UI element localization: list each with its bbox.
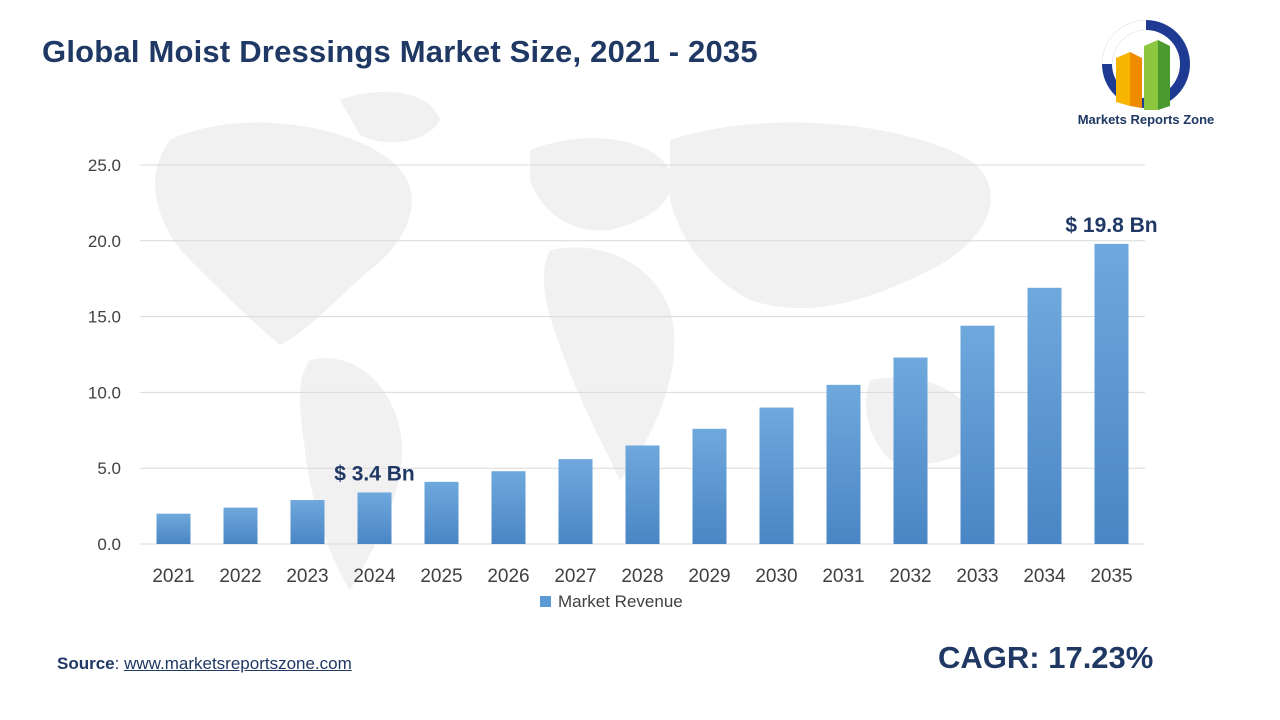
- y-tick-label: 25.0: [88, 156, 121, 175]
- x-tick-label: 2023: [286, 566, 328, 587]
- bar-2029: [692, 428, 727, 544]
- x-tick-label: 2031: [822, 566, 864, 587]
- bar-2026: [491, 471, 526, 544]
- page-title: Global Moist Dressings Market Size, 2021…: [42, 34, 758, 69]
- source-label: Source: [57, 654, 115, 673]
- bar-2021: [156, 513, 191, 544]
- logo-text: Markets Reports Zone: [1077, 112, 1215, 127]
- bar-2034: [1027, 287, 1062, 544]
- bar-2035: [1094, 243, 1129, 544]
- y-tick-label: 0.0: [97, 535, 121, 554]
- x-tick-label: 2034: [1023, 566, 1066, 587]
- source-line: Source: www.marketsreportszone.com: [57, 654, 352, 674]
- y-tick-label: 10.0: [88, 383, 121, 402]
- x-tick-label: 2033: [956, 566, 998, 587]
- legend-label: Market Revenue: [558, 592, 683, 611]
- bar-2031: [826, 384, 861, 544]
- bar-2030: [759, 407, 794, 544]
- x-tick-label: 2022: [219, 566, 261, 587]
- data-label-2024: $ 3.4 Bn: [334, 462, 415, 485]
- x-tick-label: 2030: [755, 566, 797, 587]
- bar-2023: [290, 500, 325, 544]
- x-tick-label: 2035: [1090, 566, 1132, 587]
- world-map-background: [155, 91, 991, 590]
- y-tick-label: 20.0: [88, 232, 121, 251]
- bar-2028: [625, 445, 660, 544]
- y-tick-label: 15.0: [88, 308, 121, 327]
- legend-swatch: [540, 596, 551, 607]
- source-separator: :: [114, 654, 125, 673]
- cagr-value: CAGR: 17.23%: [938, 640, 1154, 675]
- brand-logo: Markets Reports Zone: [1076, 18, 1216, 130]
- x-tick-label: 2032: [889, 566, 931, 587]
- y-tick-label: 5.0: [97, 459, 121, 478]
- x-tick-label: 2026: [487, 566, 529, 587]
- bar-2033: [960, 325, 995, 544]
- x-tick-label: 2024: [353, 566, 396, 587]
- x-tick-label: 2025: [420, 566, 462, 587]
- x-tick-label: 2028: [621, 566, 663, 587]
- source-link[interactable]: www.marketsreportszone.com: [124, 654, 352, 673]
- bar-2024: [357, 492, 392, 544]
- x-tick-label: 2021: [152, 566, 194, 587]
- bar-2025: [424, 481, 459, 544]
- bar-2027: [558, 459, 593, 544]
- bar-2022: [223, 507, 258, 544]
- bar-logo-icon: [1102, 20, 1190, 110]
- bar-2032: [893, 357, 928, 544]
- x-tick-label: 2027: [554, 566, 596, 587]
- data-label-2035: $ 19.8 Bn: [1065, 214, 1157, 237]
- x-tick-label: 2029: [688, 566, 730, 587]
